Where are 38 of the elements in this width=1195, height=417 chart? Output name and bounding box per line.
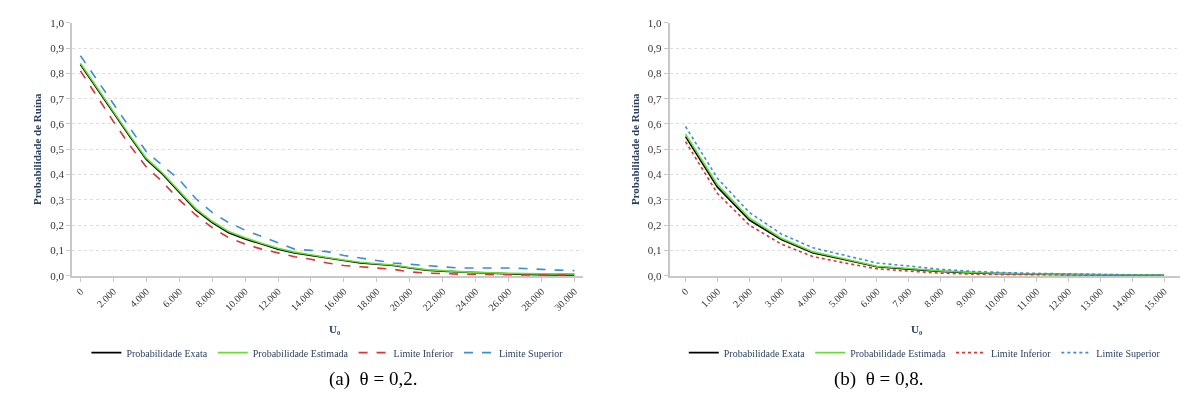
y-tick-label: 0,8 [50, 67, 65, 80]
legend-label: Probabilidade Exata [126, 347, 208, 359]
y-tick-label: 0,9 [647, 41, 662, 54]
y-tick-label: 0,1 [50, 244, 64, 257]
y-tick-label: 0,3 [50, 193, 65, 206]
y-tick-label: 0,0 [647, 269, 662, 282]
y-tick-label: 0,5 [50, 143, 65, 156]
y-tick-label: 0,6 [50, 117, 65, 130]
x-axis-title: U₀ [329, 323, 341, 335]
y-tick-label: 1,0 [647, 16, 662, 29]
y-tick-label: 1,0 [50, 16, 65, 29]
y-tick-label: 0,5 [647, 143, 662, 156]
y-tick-label: 0,7 [647, 92, 662, 105]
y-tick-label: 0,3 [647, 193, 662, 206]
text: (b) θ = 0,8. [834, 368, 924, 390]
y-axis-title: Probabilidade de Ruína [31, 92, 44, 206]
y-tick-label: 0,8 [647, 67, 662, 80]
y-tick-label: 0,4 [50, 168, 65, 181]
legend-label: Probabilidade Estimada [850, 347, 946, 359]
y-tick-label: 0,6 [647, 117, 662, 130]
legend-label: Limite Superior [1096, 347, 1161, 359]
legend-label: Limite Superior [498, 347, 564, 359]
y-tick-label: 0,9 [50, 41, 65, 54]
text: (a) θ = 0,2. [329, 368, 418, 390]
y-tick-label: 0,1 [647, 244, 662, 257]
y-axis-title: Probabilidade de Ruína [628, 92, 641, 206]
legend-label: Probabilidade Estimada [252, 347, 349, 359]
y-tick-label: 0,7 [50, 92, 65, 105]
legend-label: Limite Inferior [990, 347, 1052, 359]
x-axis-title: U₀ [911, 323, 923, 335]
x-tick-label: 0 [679, 285, 691, 298]
y-tick-label: 0,0 [50, 269, 65, 282]
y-tick-label: 0,2 [50, 218, 64, 231]
y-tick-label: 0,4 [647, 168, 662, 181]
y-tick-label: 0,2 [647, 218, 662, 231]
x-tick-label: 0 [74, 285, 86, 298]
legend-label: Limite Inferior [393, 347, 454, 359]
legend-label: Probabilidade Exata [723, 347, 806, 359]
